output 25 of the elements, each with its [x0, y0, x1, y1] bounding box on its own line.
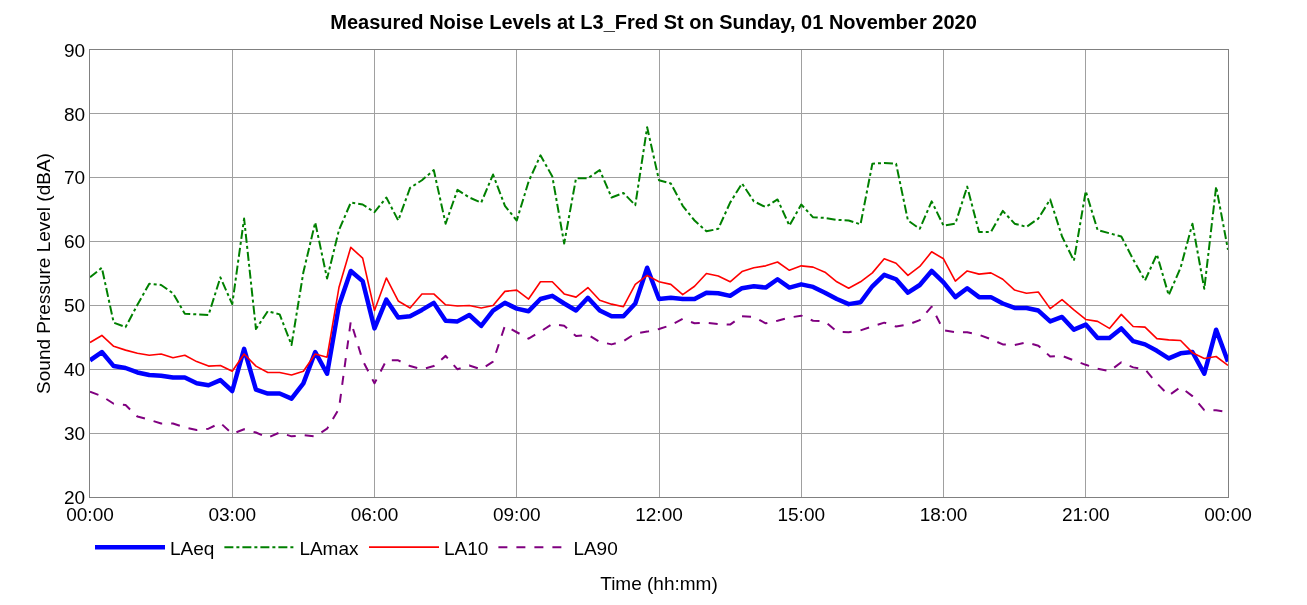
y-tick-label: 30 — [64, 422, 86, 444]
legend-label: LAmax — [299, 537, 360, 559]
y-tick-label: 50 — [64, 295, 86, 317]
y-tick-label: 70 — [64, 167, 86, 189]
x-tick-label: 12:00 — [635, 503, 683, 525]
x-tick-label: 21:00 — [1061, 503, 1110, 525]
y-tick-label: 40 — [64, 358, 86, 380]
legend-label: LA90 — [573, 537, 618, 559]
x-tick-label: 09:00 — [492, 503, 541, 525]
y-tick-label: 80 — [64, 103, 86, 125]
x-axis-title: Time (hh:mm) — [600, 572, 718, 594]
legend-label: LAeq — [170, 537, 215, 559]
x-tick-label: 15:00 — [777, 503, 826, 525]
line-series — [90, 246, 1228, 376]
x-tick-label: 18:00 — [919, 503, 968, 525]
x-tick-label: 03:00 — [208, 503, 257, 525]
y-tick-label: 60 — [64, 231, 86, 253]
line-series — [90, 126, 1228, 347]
chart-title: Measured Noise Levels at L3_Fred St on Sunday, 01 November 2020 — [330, 11, 977, 34]
line-series — [90, 265, 1228, 401]
y-tick-label: 90 — [64, 39, 86, 61]
legend-label: LA10 — [444, 537, 489, 559]
y-axis-title: Sound Pressure Level (dBA) — [32, 153, 54, 394]
x-tick-label: 00:00 — [1204, 503, 1252, 525]
x-tick-label: 06:00 — [350, 503, 399, 525]
